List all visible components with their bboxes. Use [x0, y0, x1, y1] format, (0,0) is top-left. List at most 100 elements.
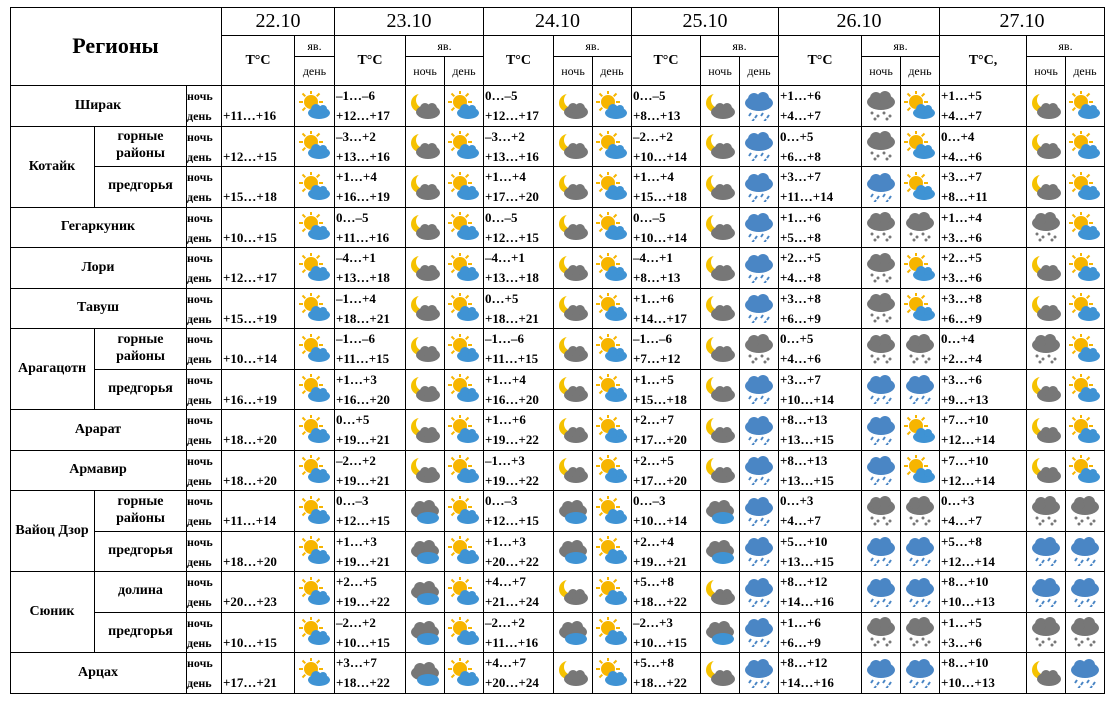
partly-moon-icon	[409, 212, 441, 242]
night-day-label: ночь день	[187, 288, 222, 329]
icon-cell	[554, 248, 593, 289]
night-header: ночь	[406, 57, 445, 86]
night-label: ночь	[187, 210, 213, 225]
day-header: день	[295, 57, 335, 86]
subregion-name: предгорья	[95, 167, 187, 208]
icon-cell	[295, 450, 335, 491]
sleet-cloud-icon	[1030, 333, 1062, 364]
partly-sunny-icon	[298, 576, 331, 607]
temp-night: –2…+2	[485, 614, 525, 630]
temp-day: +15…+19	[223, 310, 277, 326]
partly-moon-icon	[704, 91, 736, 121]
partly-sunny-icon	[448, 90, 480, 121]
temperature-cell: 0…–5 +12…+17	[484, 86, 554, 127]
temp-day: +18…+20	[223, 472, 277, 488]
temp-day: +17…+20	[485, 189, 539, 204]
icon-cell	[295, 531, 335, 572]
icon-cell	[862, 126, 901, 167]
temp-night: +1…+6	[633, 290, 674, 306]
icon-cell	[406, 410, 445, 451]
temperature-cell: +1…+3 +19…+21	[335, 531, 406, 572]
rain-cloud-icon	[743, 293, 775, 324]
temp-header: T°C	[779, 36, 862, 86]
icon-cell	[554, 86, 593, 127]
temperature-cell: +8…+13 +13…+15	[779, 410, 862, 451]
temperature-cell: –4…+1 +13…+18	[335, 248, 406, 289]
temp-day: +16…+20	[336, 391, 390, 407]
partly-sunny-icon	[596, 657, 628, 688]
dark-cloud-icon	[704, 617, 736, 647]
icon-cell	[406, 612, 445, 653]
temp-night	[223, 491, 294, 511]
night-header: ночь	[554, 57, 593, 86]
partly-sunny-icon	[904, 414, 936, 445]
temp-night: +4…+7	[485, 574, 526, 589]
night-label: ночь	[187, 453, 213, 468]
temperature-cell: +1…+6 +4…+7	[779, 86, 862, 127]
temp-day: +21…+24	[485, 594, 539, 609]
icon-cell	[901, 572, 940, 613]
temp-day: +4…+7	[780, 108, 821, 123]
sleet-cloud-icon	[1030, 617, 1062, 647]
night-header: ночь	[862, 57, 901, 86]
icon-cell	[740, 612, 779, 653]
sleet-cloud-icon	[865, 90, 897, 121]
temperature-cell: +2…+5 +4…+8	[779, 248, 862, 289]
temp-day: +19…+21	[336, 553, 390, 569]
temp-day: +12…+15	[485, 513, 539, 528]
temp-night: +2…+4	[633, 533, 674, 549]
region-name: Арарат	[10, 410, 187, 451]
icon-cell	[445, 126, 484, 167]
temperature-cell: –1…–6 +11…+15	[335, 329, 406, 370]
temp-night: 0…–3	[485, 493, 518, 508]
temp-night: +1…+6	[780, 614, 821, 630]
partly-moon-icon	[557, 172, 589, 202]
temp-night: 0…+5	[336, 412, 370, 427]
rain-cloud-icon	[1069, 536, 1101, 567]
icon-cell	[593, 86, 632, 127]
temp-night: +8…+12	[780, 655, 828, 670]
partly-sunny-icon	[448, 171, 480, 202]
temp-night: –3…+2	[485, 128, 525, 144]
night-header: ночь	[1027, 57, 1066, 86]
temperature-cell: +10…+15	[222, 612, 295, 653]
temp-day: +4…+6	[780, 351, 821, 366]
subregion-name: предгорья	[95, 531, 187, 572]
night-day-label: ночь день	[187, 450, 222, 491]
temp-day: +3…+6	[941, 634, 982, 650]
temp-night: +2…+5	[941, 250, 982, 265]
temp-day: +18…+21	[485, 310, 539, 326]
sleet-cloud-icon	[904, 495, 936, 526]
temp-day: +14…+17	[633, 310, 687, 326]
icon-cell	[862, 572, 901, 613]
temperature-cell: +2…+5 +3…+6	[940, 248, 1027, 289]
temp-night: +5…+8	[941, 533, 982, 549]
partly-sunny-icon	[904, 171, 936, 202]
icon-cell	[295, 248, 335, 289]
partly-moon-icon	[1030, 293, 1062, 323]
icon-cell	[593, 126, 632, 167]
rain-cloud-icon	[743, 91, 775, 121]
temperature-cell: 0…–5 +12…+15	[484, 207, 554, 248]
temp-day: +8…+13	[633, 108, 681, 123]
subregion-name: горные районы	[95, 491, 187, 532]
temp-night: –2…+2	[336, 452, 376, 468]
temperature-cell: +1…+3 +16…+20	[335, 369, 406, 410]
partly-sunny-icon	[448, 536, 480, 566]
temp-day: +10…+15	[633, 634, 687, 650]
sleet-cloud-icon	[865, 333, 897, 364]
icon-cell	[445, 86, 484, 127]
temperature-cell: –2…+2 +10…+14	[632, 126, 701, 167]
temp-day: +18…+22	[633, 675, 687, 690]
temp-night: +1…+5	[941, 614, 982, 630]
icon-cell	[1027, 369, 1066, 410]
temperature-cell: +2…+5 +19…+22	[335, 572, 406, 613]
partly-moon-icon	[557, 293, 589, 323]
temp-day: +4…+6	[941, 148, 982, 164]
partly-sunny-icon	[596, 252, 628, 283]
night-label: ночь	[187, 615, 213, 630]
temperature-cell: +3…+7 +8…+11	[940, 167, 1027, 208]
temp-day: +10…+15	[336, 634, 390, 650]
night-label: ночь	[187, 372, 213, 387]
region-name: Арцах	[10, 653, 187, 694]
